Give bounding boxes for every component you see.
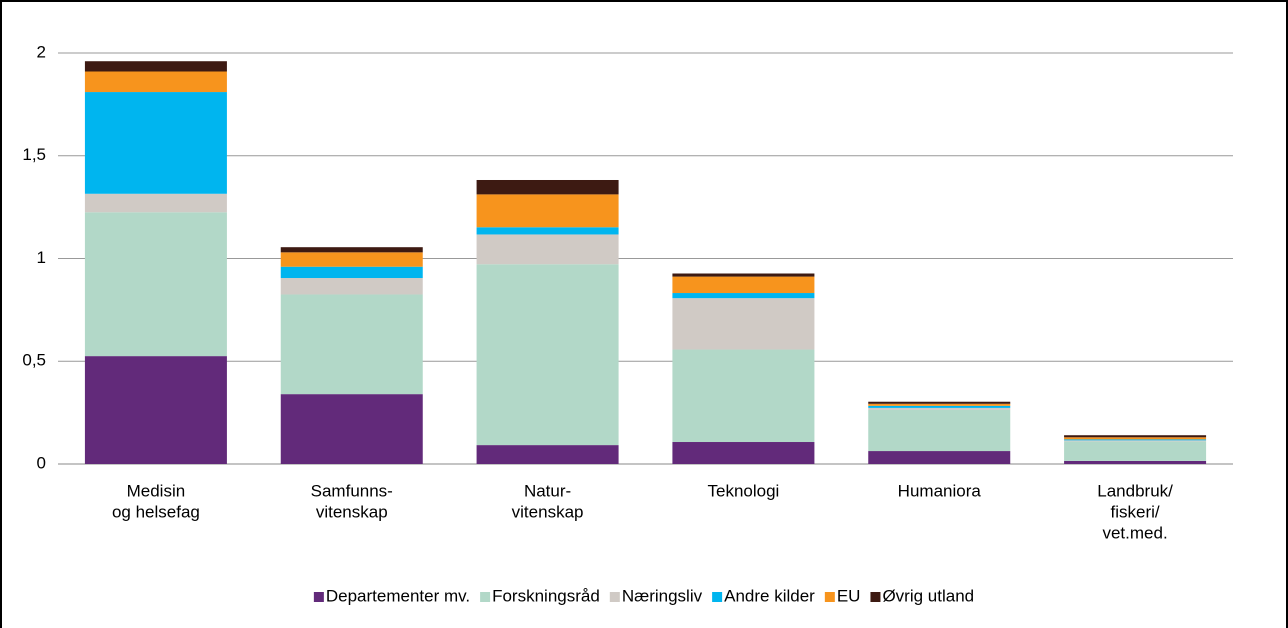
legend-label: EU	[837, 586, 861, 605]
bar-segment	[84, 193, 227, 213]
bar-segment	[476, 194, 619, 228]
bar-segment	[672, 273, 815, 277]
bar-segment	[672, 298, 815, 350]
bar-segment	[1064, 460, 1207, 464]
y-tick-label: 0	[37, 453, 46, 472]
bar-segment	[476, 234, 619, 265]
bar-segment	[476, 227, 619, 235]
legend-marker	[870, 592, 881, 602]
bar-segment	[1064, 435, 1207, 438]
bar-segment	[84, 61, 227, 72]
bar-segment	[868, 451, 1011, 464]
x-tick-label: Teknologi	[708, 481, 780, 500]
bar-segment	[280, 247, 423, 253]
bar-segment	[476, 264, 619, 446]
x-tick-label: vet.med.	[1102, 523, 1167, 542]
x-tick-label: og helsefag	[112, 502, 200, 521]
x-tick-label: Samfunns-	[311, 481, 393, 500]
bar-segment	[476, 445, 619, 464]
x-tick-label: Natur-	[524, 481, 571, 500]
y-tick-label: 1,5	[22, 145, 46, 164]
bar-segment	[84, 92, 227, 194]
bar-segment	[868, 407, 1011, 410]
bar-segment	[84, 71, 227, 93]
x-tick-label: vitenskap	[316, 502, 388, 521]
legend-label: Departementer mv.	[326, 586, 470, 605]
bar-segment	[280, 278, 423, 295]
legend-label: Øvrig utland	[882, 586, 974, 605]
x-tick-label: Humaniora	[898, 481, 982, 500]
bar-segment	[280, 266, 423, 279]
bar-segment	[1064, 439, 1207, 441]
bar-segment	[84, 356, 227, 464]
x-tick-label: fiskeri/	[1111, 502, 1160, 521]
bar-segment	[672, 293, 815, 299]
x-tick-label: Landbruk/	[1097, 481, 1173, 500]
bar-segment	[672, 276, 815, 294]
legend-marker	[712, 592, 723, 602]
bar-segment	[476, 179, 619, 195]
bar-segment	[1064, 440, 1207, 442]
x-tick-label: Medisin	[127, 481, 186, 500]
x-tick-label: vitenskap	[512, 502, 584, 521]
bar-segment	[868, 401, 1011, 404]
bar-segment	[868, 409, 1011, 452]
bar-segment	[280, 394, 423, 464]
bar-segment	[672, 349, 815, 443]
bar-segment	[280, 252, 423, 267]
y-tick-label: 1	[37, 248, 46, 267]
legend-marker	[824, 592, 835, 602]
bar-segment	[868, 403, 1011, 406]
legend-label: Forskningsråd	[492, 586, 600, 605]
bar-segment	[84, 212, 227, 357]
legend-marker	[609, 592, 620, 602]
legend-marker	[480, 592, 491, 602]
bar-segment	[868, 405, 1011, 408]
legend-label: Næringsliv	[622, 586, 703, 605]
legend-marker	[313, 592, 324, 602]
bar-segment	[1064, 441, 1207, 461]
y-tick-label: 2	[37, 42, 46, 61]
legend-label: Andre kilder	[724, 586, 815, 605]
bar-segment	[1064, 437, 1207, 440]
y-tick-label: 0,5	[22, 351, 46, 370]
bar-segment	[280, 294, 423, 395]
bar-segment	[672, 442, 815, 464]
